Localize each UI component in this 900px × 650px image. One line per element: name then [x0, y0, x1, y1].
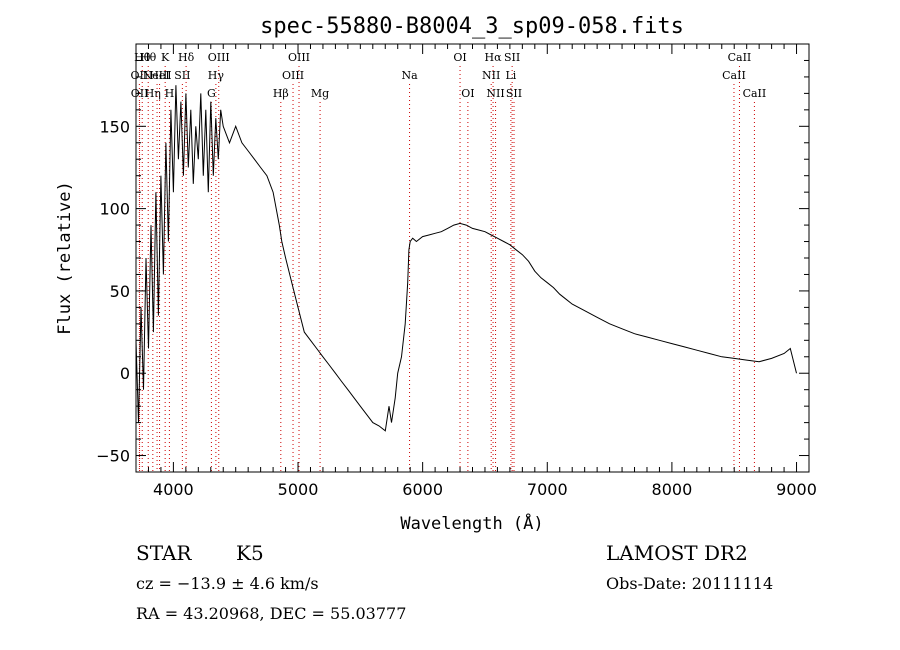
line-label-18: Na	[401, 69, 418, 82]
line-label-12: Hγ	[208, 69, 225, 82]
x-tick-label-7000: 7000	[527, 480, 568, 499]
object-class: STAR	[136, 541, 192, 565]
line-label-19: OI	[453, 51, 466, 64]
plot-frame	[135, 43, 810, 473]
line-label-26: SII	[506, 87, 522, 100]
object-subclass: K5	[236, 541, 264, 565]
line-label-29: CaII	[743, 87, 767, 100]
x-axis-ticks: 4000 5000 6000 7000 8000 9000	[135, 44, 817, 499]
line-label-14: Hβ	[273, 87, 289, 100]
line-label-20: OI	[461, 87, 474, 100]
observation-date: Obs-Date: 20111114	[606, 574, 774, 593]
line-label-9: SII	[174, 69, 190, 82]
x-tick-label-5000: 5000	[278, 480, 319, 499]
y-axis-label: Flux (relative)	[55, 181, 75, 335]
line-label-17: Mg	[311, 87, 329, 100]
line-label-15: OIII	[282, 69, 304, 82]
x-tick-label-8000: 8000	[652, 480, 693, 499]
line-label-22: Hα	[485, 51, 503, 64]
line-label-28: CaII	[728, 51, 752, 64]
line-label-11: G	[207, 87, 216, 100]
y-tick-label-50: 50	[110, 282, 130, 301]
line-label-27: CaII	[722, 69, 746, 82]
line-label-5: NeIII	[142, 69, 171, 82]
x-axis-label: Wavelength (Å)	[400, 512, 543, 534]
spectrum-series-line	[135, 85, 797, 432]
spectral-line-labels: OIIOIIHθHθHηNeIIIHeIKHSIIHδGHγOIIIHβOIII…	[131, 51, 767, 100]
survey-name: LAMOST DR2	[606, 541, 748, 565]
y-axis-ticks: −50 0 50 100 150	[96, 43, 809, 473]
redshift-cz: cz = −13.9 ± 4.6 km/s	[136, 574, 319, 593]
y-tick-label--50: −50	[96, 447, 130, 466]
line-label-21: NII	[482, 69, 500, 82]
line-label-23: NII	[486, 87, 504, 100]
line-label-13: OIII	[208, 51, 230, 64]
x-tick-label-4000: 4000	[153, 480, 194, 499]
y-tick-label-100: 100	[99, 200, 130, 219]
coordinates: RA = 43.20968, DEC = 55.03777	[136, 604, 407, 623]
line-label-16: OIII	[288, 51, 310, 64]
line-label-3: Hθ	[140, 51, 157, 64]
line-label-0: OII	[131, 69, 149, 82]
line-label-24: Li	[505, 69, 516, 82]
line-label-25: SII	[504, 51, 520, 64]
line-label-10: Hδ	[178, 51, 195, 64]
x-tick-label-6000: 6000	[402, 480, 443, 499]
line-label-8: H	[165, 87, 175, 100]
line-label-6: HeI	[149, 69, 169, 82]
line-label-7: K	[161, 51, 170, 64]
line-label-4: Hη	[145, 87, 161, 100]
chart-title: spec-55880-B8004_3_sp09-058.fits	[260, 14, 684, 39]
y-tick-label-0: 0	[120, 364, 130, 383]
y-tick-label-150: 150	[99, 117, 130, 136]
spectral-line-markers	[138, 66, 755, 472]
x-tick-label-9000: 9000	[776, 480, 817, 499]
